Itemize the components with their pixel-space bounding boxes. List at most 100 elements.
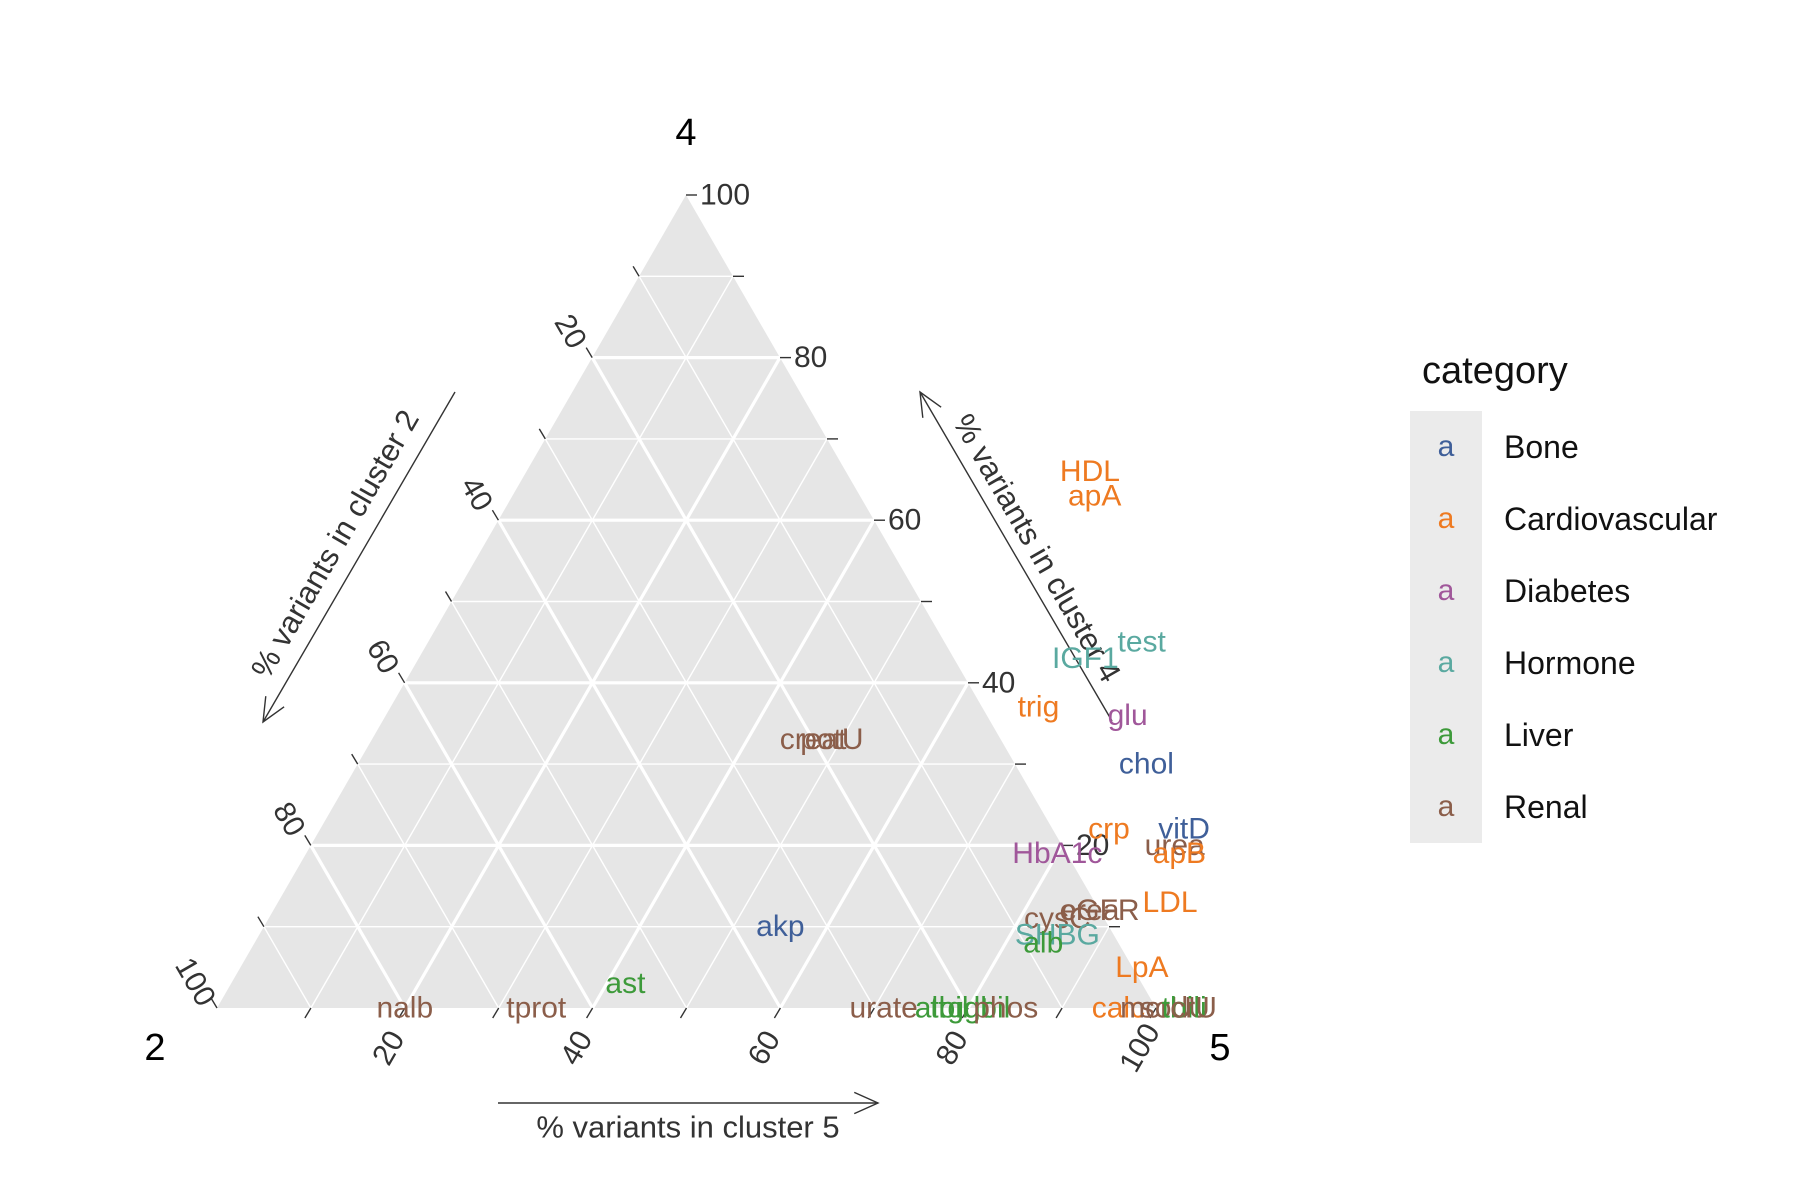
point-label-crp: crp (1088, 813, 1130, 846)
point-label-sodU: sodU (1140, 992, 1210, 1025)
tick-label-cluster2: 20 (548, 309, 593, 354)
point-label-ggt: ggt (947, 992, 989, 1025)
tick-cluster5 (585, 1007, 594, 1019)
gridline-cluster5 (498, 438, 828, 1009)
legend-key: a (1437, 502, 1455, 535)
tick-cluster2 (351, 753, 359, 765)
point-label-eGFR: eGFR (1060, 894, 1140, 927)
point-label-cysC: cysC (1024, 902, 1091, 935)
point-label-vitD: vitD (1158, 813, 1210, 846)
legend-label: Hormone (1504, 644, 1636, 681)
legend-labels: Bone Cardiovascular Diabetes Hormone Liver Re… (1482, 411, 1717, 843)
point-label-trig: trig (1018, 691, 1060, 724)
legend-body: a a a a a a Bone Cardiovascular Diabetes Hormone… (1410, 411, 1717, 843)
tick-cluster2 (444, 591, 453, 602)
tick-label-cluster5: 40 (554, 1025, 599, 1070)
point-label-apA: apA (1068, 479, 1121, 512)
legend-label: Renal (1504, 788, 1588, 825)
legend-label: Cardiovascular (1504, 500, 1718, 537)
tick-label-cluster4: 40 (982, 666, 1015, 699)
tick-cluster5 (1055, 1007, 1063, 1019)
gridline-cluster2 (638, 275, 1063, 1009)
gridline-cluster5 (966, 844, 1064, 1009)
point-label-chol: chol (1119, 748, 1174, 781)
gridline-cluster5 (873, 763, 1016, 1009)
axis-title-cluster2: % variants in cluster 2 (244, 404, 426, 684)
tick-cluster5 (867, 1007, 875, 1019)
legend-label: Bone (1504, 428, 1579, 465)
tick-cluster2 (632, 265, 640, 277)
tick-cluster5 (961, 1007, 969, 1019)
axis-title-cluster5: % variants in cluster 5 (536, 1110, 839, 1145)
point-label-alt: alt (915, 992, 947, 1025)
gridline-cluster5 (310, 275, 734, 1009)
tick-cluster2 (304, 835, 312, 846)
gridline-cluster2 (309, 844, 407, 1009)
tick-cluster2 (491, 509, 500, 521)
point-label-IGF1: IGF1 (1052, 642, 1119, 675)
point-label-nalb: nalb (376, 992, 433, 1025)
tick-label-cluster5: 80 (930, 1025, 975, 1070)
point-label-crea: crea (1061, 894, 1120, 927)
point-label-creat: creat (780, 723, 847, 756)
point-label-tprot: tprot (506, 992, 567, 1025)
tick-cluster5 (773, 1007, 782, 1019)
tick-cluster2 (210, 997, 218, 1009)
legend-keys: a a a a a a (1410, 411, 1482, 843)
point-label-alb: alb (1023, 926, 1063, 959)
legend-key: a (1437, 790, 1455, 823)
tick-label-cluster2: 40 (454, 471, 499, 516)
gridline-cluster2 (263, 926, 312, 1009)
vertex-label-top: 4 (675, 112, 696, 154)
gridline-cluster5 (1061, 926, 1110, 1009)
tick-cluster2 (538, 428, 546, 440)
legend-key: a (1437, 574, 1455, 607)
point-label-tbili: tbili (1162, 992, 1207, 1025)
tick-label-cluster5: 100 (1113, 1018, 1167, 1078)
point-label-calc: calc (1092, 992, 1145, 1025)
tick-label-cluster4: 80 (794, 341, 827, 374)
gridline-cluster2 (450, 601, 688, 1009)
legend-label: Liver (1504, 716, 1574, 753)
point-label-urea: urea (1145, 829, 1205, 862)
point-label-mcrU: mcrU (1120, 992, 1192, 1025)
legend: category a a a a a a Bone Cardiovascular Diabet… (1410, 350, 1717, 843)
point-label-glu: glu (1108, 699, 1148, 732)
point-label-apB: apB (1153, 837, 1206, 870)
tick-cluster2 (585, 347, 593, 358)
tick-cluster5 (1149, 1007, 1157, 1019)
tick-label-cluster4: 100 (700, 179, 750, 212)
point-label-SHBG: SHBG (1015, 918, 1100, 951)
vertex-label-left: 2 (144, 1027, 165, 1069)
tick-label-cluster2: 80 (266, 797, 311, 842)
gridline-cluster2 (544, 438, 875, 1009)
tick-cluster5 (398, 1007, 406, 1019)
point-label-HDL: HDL (1060, 455, 1120, 488)
legend-key: a (1437, 646, 1455, 679)
point-label-LDL: LDL (1142, 886, 1197, 919)
grid-layer (217, 195, 1156, 1009)
point-label-ast: ast (605, 967, 646, 1000)
legend-label: Diabetes (1504, 572, 1631, 609)
axis-arrow-cluster2-head (262, 696, 285, 724)
axis-arrow-cluster4-head (919, 390, 942, 418)
point-label-HbA1c: HbA1c (1012, 837, 1102, 870)
axis-arrow-cluster5-head (853, 1091, 880, 1115)
gridline-cluster2 (357, 763, 500, 1009)
point-label-crU: crU (1170, 992, 1217, 1025)
tick-label-cluster4: 60 (888, 504, 921, 537)
tick-cluster5 (304, 1007, 312, 1019)
point-label-potU: potU (800, 723, 863, 756)
tick-cluster2 (257, 916, 265, 928)
point-label-phos: phos (973, 992, 1038, 1025)
legend-title: category (1422, 350, 1568, 392)
vertex-label-right: 5 (1209, 1027, 1230, 1069)
tick-label-cluster2: 60 (360, 634, 405, 679)
tick-label-cluster5: 60 (742, 1025, 787, 1070)
legend-key: a (1437, 430, 1455, 463)
gridline-cluster2 (403, 681, 594, 1009)
tick-label-cluster4: 20 (1076, 829, 1109, 862)
tick-cluster2 (397, 672, 406, 684)
